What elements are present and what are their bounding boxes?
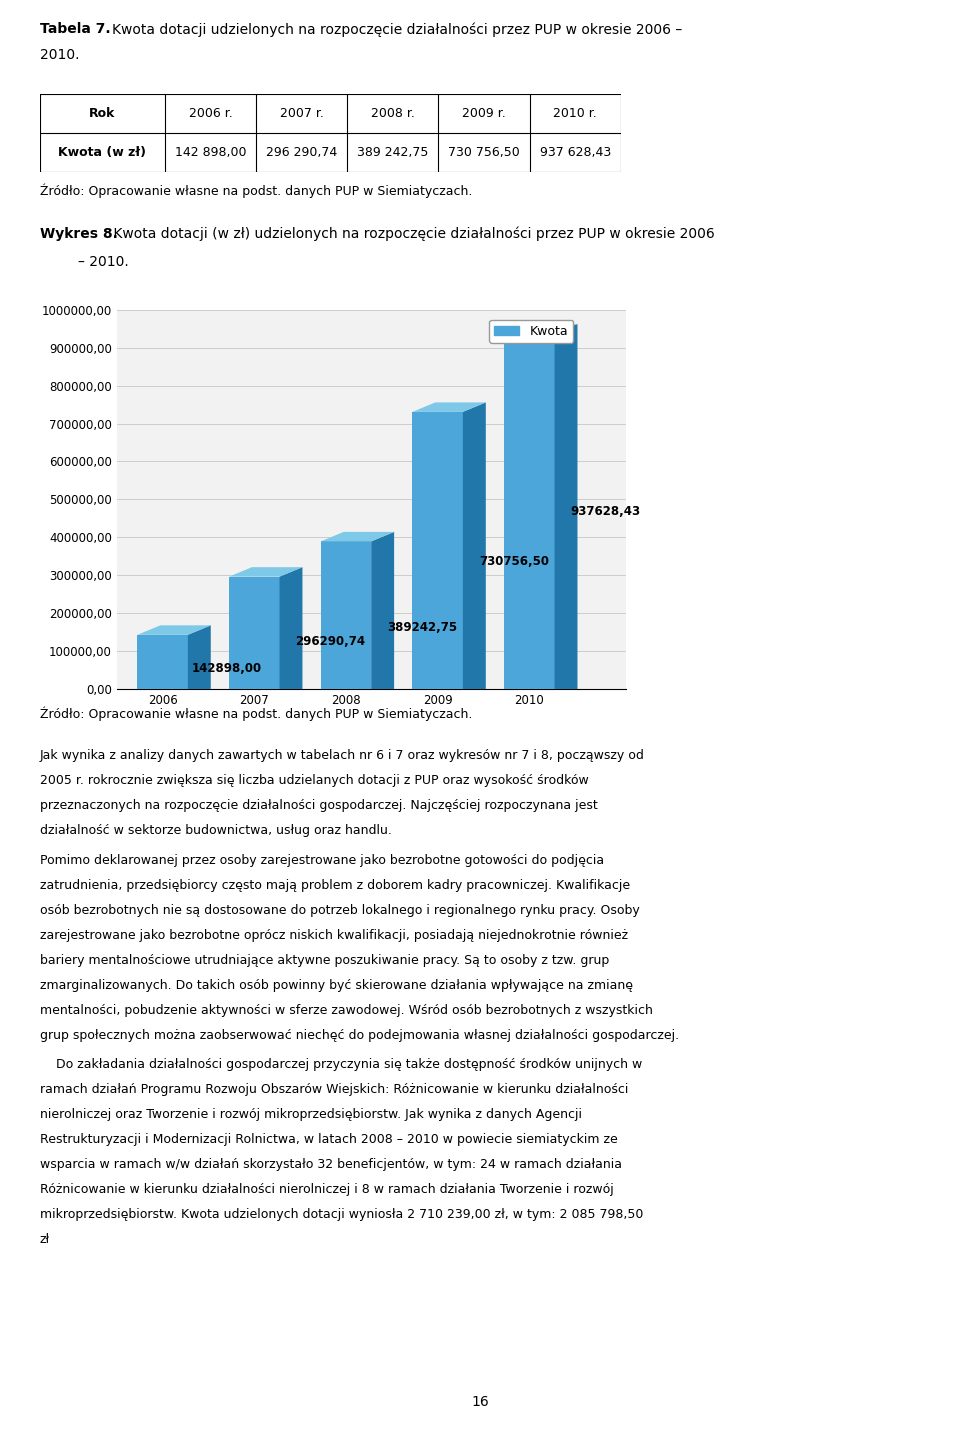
Text: zarejestrowane jako bezrobotne oprócz niskich kwalifikacji, posiadają niejednokr: zarejestrowane jako bezrobotne oprócz ni… <box>40 929 628 942</box>
Polygon shape <box>321 532 395 541</box>
Bar <box>413 412 463 688</box>
Text: wsparcia w ramach w/w działań skorzystało 32 beneficjentów, w tym: 24 w ramach d: wsparcia w ramach w/w działań skorzystał… <box>40 1158 622 1172</box>
Text: Różnicowanie w kierunku działalności nierolniczej i 8 w ramach działania Tworzen: Różnicowanie w kierunku działalności nie… <box>40 1183 613 1196</box>
Text: Jak wynika z analizy danych zawartych w tabelach nr 6 i 7 oraz wykresów nr 7 i 8: Jak wynika z analizy danych zawartych w … <box>40 748 645 763</box>
Text: przeznaczonych na rozpoczęcie działalności gospodarczej. Najczęściej rozpoczynan: przeznaczonych na rozpoczęcie działalnoś… <box>40 798 598 813</box>
Text: Źródło: Opracowanie własne na podst. danych PUP w Siemiatyczach.: Źródło: Opracowanie własne na podst. dan… <box>40 183 472 199</box>
Text: bariery mentalnościowe utrudniające aktywne poszukiwanie pracy. Są to osoby z tz: bariery mentalnościowe utrudniające akty… <box>40 953 610 967</box>
Text: 296290,74: 296290,74 <box>296 635 366 648</box>
Text: zł: zł <box>40 1234 50 1246</box>
Bar <box>137 635 188 688</box>
Text: 389242,75: 389242,75 <box>387 621 457 634</box>
Text: mikroprzedsiębiorstw. Kwota udzielonych dotacji wyniosła 2 710 239,00 zł, w tym:: mikroprzedsiębiorstw. Kwota udzielonych … <box>40 1208 643 1222</box>
Text: Do zakładania działalności gospodarczej przyczynia się także dostępność środków : Do zakładania działalności gospodarczej … <box>40 1058 642 1072</box>
Text: 2009 r.: 2009 r. <box>462 107 506 120</box>
Polygon shape <box>504 323 578 333</box>
Polygon shape <box>137 625 211 635</box>
Text: zmarginalizowanych. Do takich osób powinny być skierowane działania wpływające n: zmarginalizowanych. Do takich osób powin… <box>40 979 633 992</box>
Text: Tabela 7.: Tabela 7. <box>40 21 115 36</box>
Polygon shape <box>413 402 486 412</box>
Text: 937628,43: 937628,43 <box>570 505 640 518</box>
Text: 2007 r.: 2007 r. <box>279 107 324 120</box>
Text: Restrukturyzacji i Modernizacji Rolnictwa, w latach 2008 – 2010 w powiecie siemi: Restrukturyzacji i Modernizacji Rolnictw… <box>40 1133 617 1146</box>
Bar <box>504 333 555 688</box>
Text: 142 898,00: 142 898,00 <box>175 146 246 159</box>
Text: 2005 r. rokrocznie zwiększa się liczba udzielanych dotacji z PUP oraz wysokość ś: 2005 r. rokrocznie zwiększa się liczba u… <box>40 774 588 787</box>
Text: nierolniczej oraz Tworzenie i rozwój mikroprzedsiębiorstw. Jak wynika z danych A: nierolniczej oraz Tworzenie i rozwój mik… <box>40 1108 582 1122</box>
Text: 16: 16 <box>471 1395 489 1410</box>
Text: 937 628,43: 937 628,43 <box>540 146 611 159</box>
Text: 2008 r.: 2008 r. <box>371 107 415 120</box>
Text: 142898,00: 142898,00 <box>192 663 262 675</box>
Text: Kwota (w zł): Kwota (w zł) <box>59 146 146 159</box>
Polygon shape <box>188 625 211 688</box>
Text: Wykres 8.: Wykres 8. <box>40 226 118 240</box>
Text: Źródło: Opracowanie własne na podst. danych PUP w Siemiatyczach.: Źródło: Opracowanie własne na podst. dan… <box>40 705 472 721</box>
Polygon shape <box>279 567 302 688</box>
Bar <box>321 541 372 688</box>
Text: 2010 r.: 2010 r. <box>553 107 597 120</box>
Text: 2006 r.: 2006 r. <box>188 107 232 120</box>
Polygon shape <box>463 402 486 688</box>
Text: działalność w sektorze budownictwa, usług oraz handlu.: działalność w sektorze budownictwa, usłu… <box>40 824 392 837</box>
Text: 2010.: 2010. <box>40 47 80 62</box>
Text: – 2010.: – 2010. <box>79 255 130 269</box>
Text: Pomimo deklarowanej przez osoby zarejestrowane jako bezrobotne gotowości do podj: Pomimo deklarowanej przez osoby zarejest… <box>40 853 604 867</box>
Polygon shape <box>555 323 578 688</box>
Legend: Kwota: Kwota <box>490 319 573 343</box>
Text: osób bezrobotnych nie są dostosowane do potrzeb lokalnego i regionalnego rynku p: osób bezrobotnych nie są dostosowane do … <box>40 903 639 917</box>
Text: Kwota dotacji udzielonych na rozpoczęcie działalności przez PUP w okresie 2006 –: Kwota dotacji udzielonych na rozpoczęcie… <box>112 21 683 37</box>
Polygon shape <box>229 567 302 577</box>
Text: zatrudnienia, przedsiębiorcy często mają problem z doborem kadry pracowniczej. K: zatrudnienia, przedsiębiorcy często mają… <box>40 879 630 892</box>
Text: 389 242,75: 389 242,75 <box>357 146 428 159</box>
Text: 730 756,50: 730 756,50 <box>448 146 520 159</box>
Text: grup społecznych można zaobserwować niechęć do podejmowania własnej działalności: grup społecznych można zaobserwować niec… <box>40 1029 679 1042</box>
Text: 730756,50: 730756,50 <box>479 555 549 568</box>
Text: 296 290,74: 296 290,74 <box>266 146 337 159</box>
Text: ramach działań Programu Rozwoju Obszarów Wiejskich: Różnicowanie w kierunku dzia: ramach działań Programu Rozwoju Obszarów… <box>40 1083 629 1096</box>
Text: mentalności, pobudzenie aktywności w sferze zawodowej. Wśród osób bezrobotnych z: mentalności, pobudzenie aktywności w sfe… <box>40 1003 653 1017</box>
Text: Rok: Rok <box>89 107 115 120</box>
Polygon shape <box>372 532 395 688</box>
Bar <box>229 577 279 688</box>
Text: Kwota dotacji (w zł) udzielonych na rozpoczęcie działalności przez PUP w okresie: Kwota dotacji (w zł) udzielonych na rozp… <box>109 226 715 242</box>
